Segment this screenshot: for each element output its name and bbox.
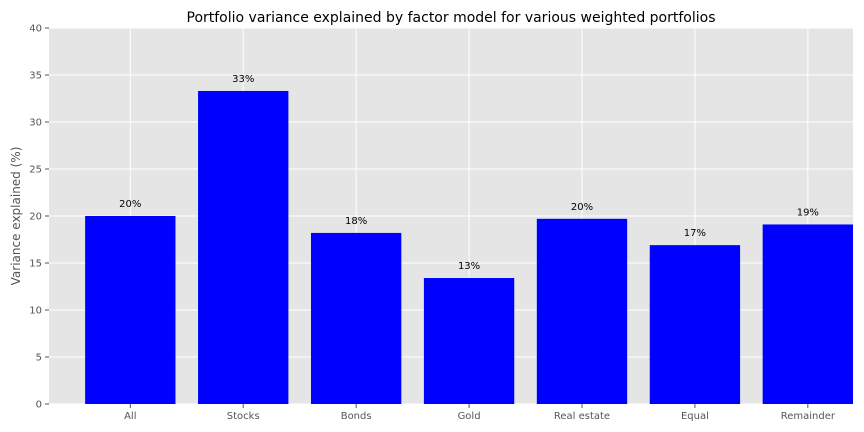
bar-data-label: 19%: [797, 207, 819, 218]
y-tick-label: 25: [29, 165, 42, 176]
bar: [762, 224, 853, 404]
y-tick-label: 40: [29, 24, 42, 35]
y-tick-label: 10: [29, 306, 42, 317]
x-tick-label: Remainder: [781, 411, 836, 422]
bar-data-label: 20%: [571, 202, 593, 213]
y-axis-label: Variance explained (%): [9, 147, 23, 286]
bar-data-label: 20%: [119, 199, 141, 210]
bar: [536, 218, 628, 404]
bar: [423, 278, 515, 404]
bar: [85, 216, 176, 404]
y-tick-label: 30: [29, 118, 42, 129]
y-tick-label: 0: [36, 400, 42, 411]
x-tick-label: Bonds: [341, 411, 372, 422]
bar-data-label: 17%: [684, 228, 706, 239]
x-tick-label: All: [124, 411, 136, 422]
x-tick-label: Stocks: [227, 411, 260, 422]
y-tick-label: 20: [29, 212, 42, 223]
bar: [649, 245, 741, 404]
chart-title: Portfolio variance explained by factor m…: [187, 10, 716, 26]
x-tick-label: Gold: [458, 411, 481, 422]
bars: [85, 90, 853, 404]
data-labels: 20% 33% 18% 13% 20% 17% 19%: [119, 74, 819, 272]
x-tick-label: Equal: [681, 411, 709, 422]
y-tick-label: 15: [29, 259, 42, 270]
bar: [310, 232, 402, 404]
x-axis-ticks: All Stocks Bonds Gold Real estate Equal Remain…: [124, 404, 836, 422]
bar-data-label: 33%: [232, 74, 254, 85]
y-axis-ticks: 0 5 10 15 20 25 30 35 40: [29, 24, 49, 411]
bar: [198, 90, 289, 404]
y-tick-label: 35: [29, 71, 42, 82]
y-tick-label: 5: [36, 353, 42, 364]
bar-data-label: 13%: [458, 261, 480, 272]
x-tick-label: Real estate: [554, 411, 610, 422]
bar-data-label: 18%: [345, 216, 367, 227]
